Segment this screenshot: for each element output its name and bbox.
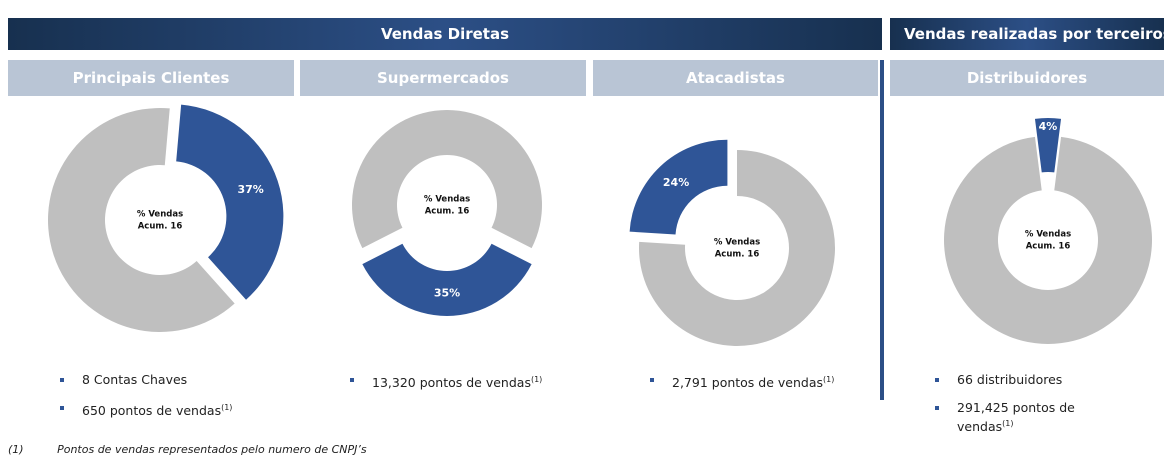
bullet-text: 8 Contas Chaves — [82, 372, 188, 387]
donut: 4% % Vendas Acum. 16 — [944, 118, 1153, 344]
bullet-note: (1) — [221, 403, 233, 412]
value-label: 35% — [434, 287, 460, 300]
bullet-list: 66 distribuidores 291,425 pontos de venda… — [935, 372, 1105, 447]
center-label: % Vendas — [424, 195, 470, 205]
donut-segment — [176, 104, 284, 300]
donut: 35% % Vendas Acum. 16 — [352, 110, 542, 317]
bullet-list: 13,320 pontos de vendas(1) — [350, 372, 580, 403]
footnote-text: Pontos de vendas representados pelo nume… — [57, 443, 367, 456]
header-direct: Vendas Diretas — [8, 18, 882, 50]
center-label: Acum. 16 — [1026, 242, 1071, 252]
donut: 37% % Vendas Acum. 16 — [48, 104, 284, 332]
bullet-note: (1) — [823, 375, 835, 384]
bullet-list: 8 Contas Chaves 650 pontos de vendas(1) — [60, 372, 290, 431]
chart-title: Supermercados — [300, 60, 586, 96]
center-label: Acum. 16 — [715, 250, 760, 260]
donut: 24% % Vendas Acum. 16 — [629, 139, 836, 346]
bullet-item: 8 Contas Chaves — [60, 372, 290, 388]
divider — [880, 60, 884, 400]
value-label: 24% — [663, 176, 689, 189]
bullet-item: 291,425 pontos de vendas(1) — [935, 400, 1105, 435]
bullet-item: 66 distribuidores — [935, 372, 1105, 388]
chart-title: Distribuidores — [890, 60, 1164, 96]
center-label: Acum. 16 — [138, 222, 183, 232]
center-label: % Vendas — [1025, 230, 1071, 240]
center-label: % Vendas — [714, 238, 760, 248]
bullet-item: 13,320 pontos de vendas(1) — [350, 372, 580, 391]
bullet-text: 2,791 pontos de vendas — [672, 375, 824, 391]
bullet-text: 650 pontos de vendas — [82, 403, 222, 419]
bullet-list: 2,791 pontos de vendas(1) — [650, 372, 875, 403]
value-label: 37% — [237, 183, 263, 196]
bullet-item: 2,791 pontos de vendas(1) — [650, 372, 875, 391]
donut-segment — [944, 136, 1153, 344]
bullet-note: (1) — [530, 375, 543, 384]
bullet-text: 66 distribuidores — [957, 372, 1063, 387]
donut-segment — [362, 243, 532, 317]
value-label: 4% — [1039, 120, 1058, 133]
donut-segment — [1034, 118, 1062, 173]
chart-title: Atacadistas — [593, 60, 878, 96]
bullet-text: 13,320 pontos de vendas — [372, 375, 531, 391]
bullet-note: (1) — [1002, 419, 1014, 428]
donut-segment — [629, 139, 728, 235]
donut-segment — [639, 150, 836, 346]
bullet-item: 650 pontos de vendas(1) — [60, 400, 290, 419]
center-label: Acum. 16 — [425, 207, 470, 217]
chart-title: Principais Clientes — [8, 60, 294, 96]
donut-segment — [48, 107, 235, 332]
footnote: (1) Pontos de vendas representados pelo … — [8, 443, 367, 456]
bullet-text: 291,425 pontos de vendas — [957, 400, 1075, 435]
donut-segment — [352, 110, 542, 249]
header-third-party: Vendas realizadas por terceiros — [890, 18, 1164, 50]
center-label: % Vendas — [137, 210, 183, 220]
footnote-marker: (1) — [8, 443, 24, 456]
